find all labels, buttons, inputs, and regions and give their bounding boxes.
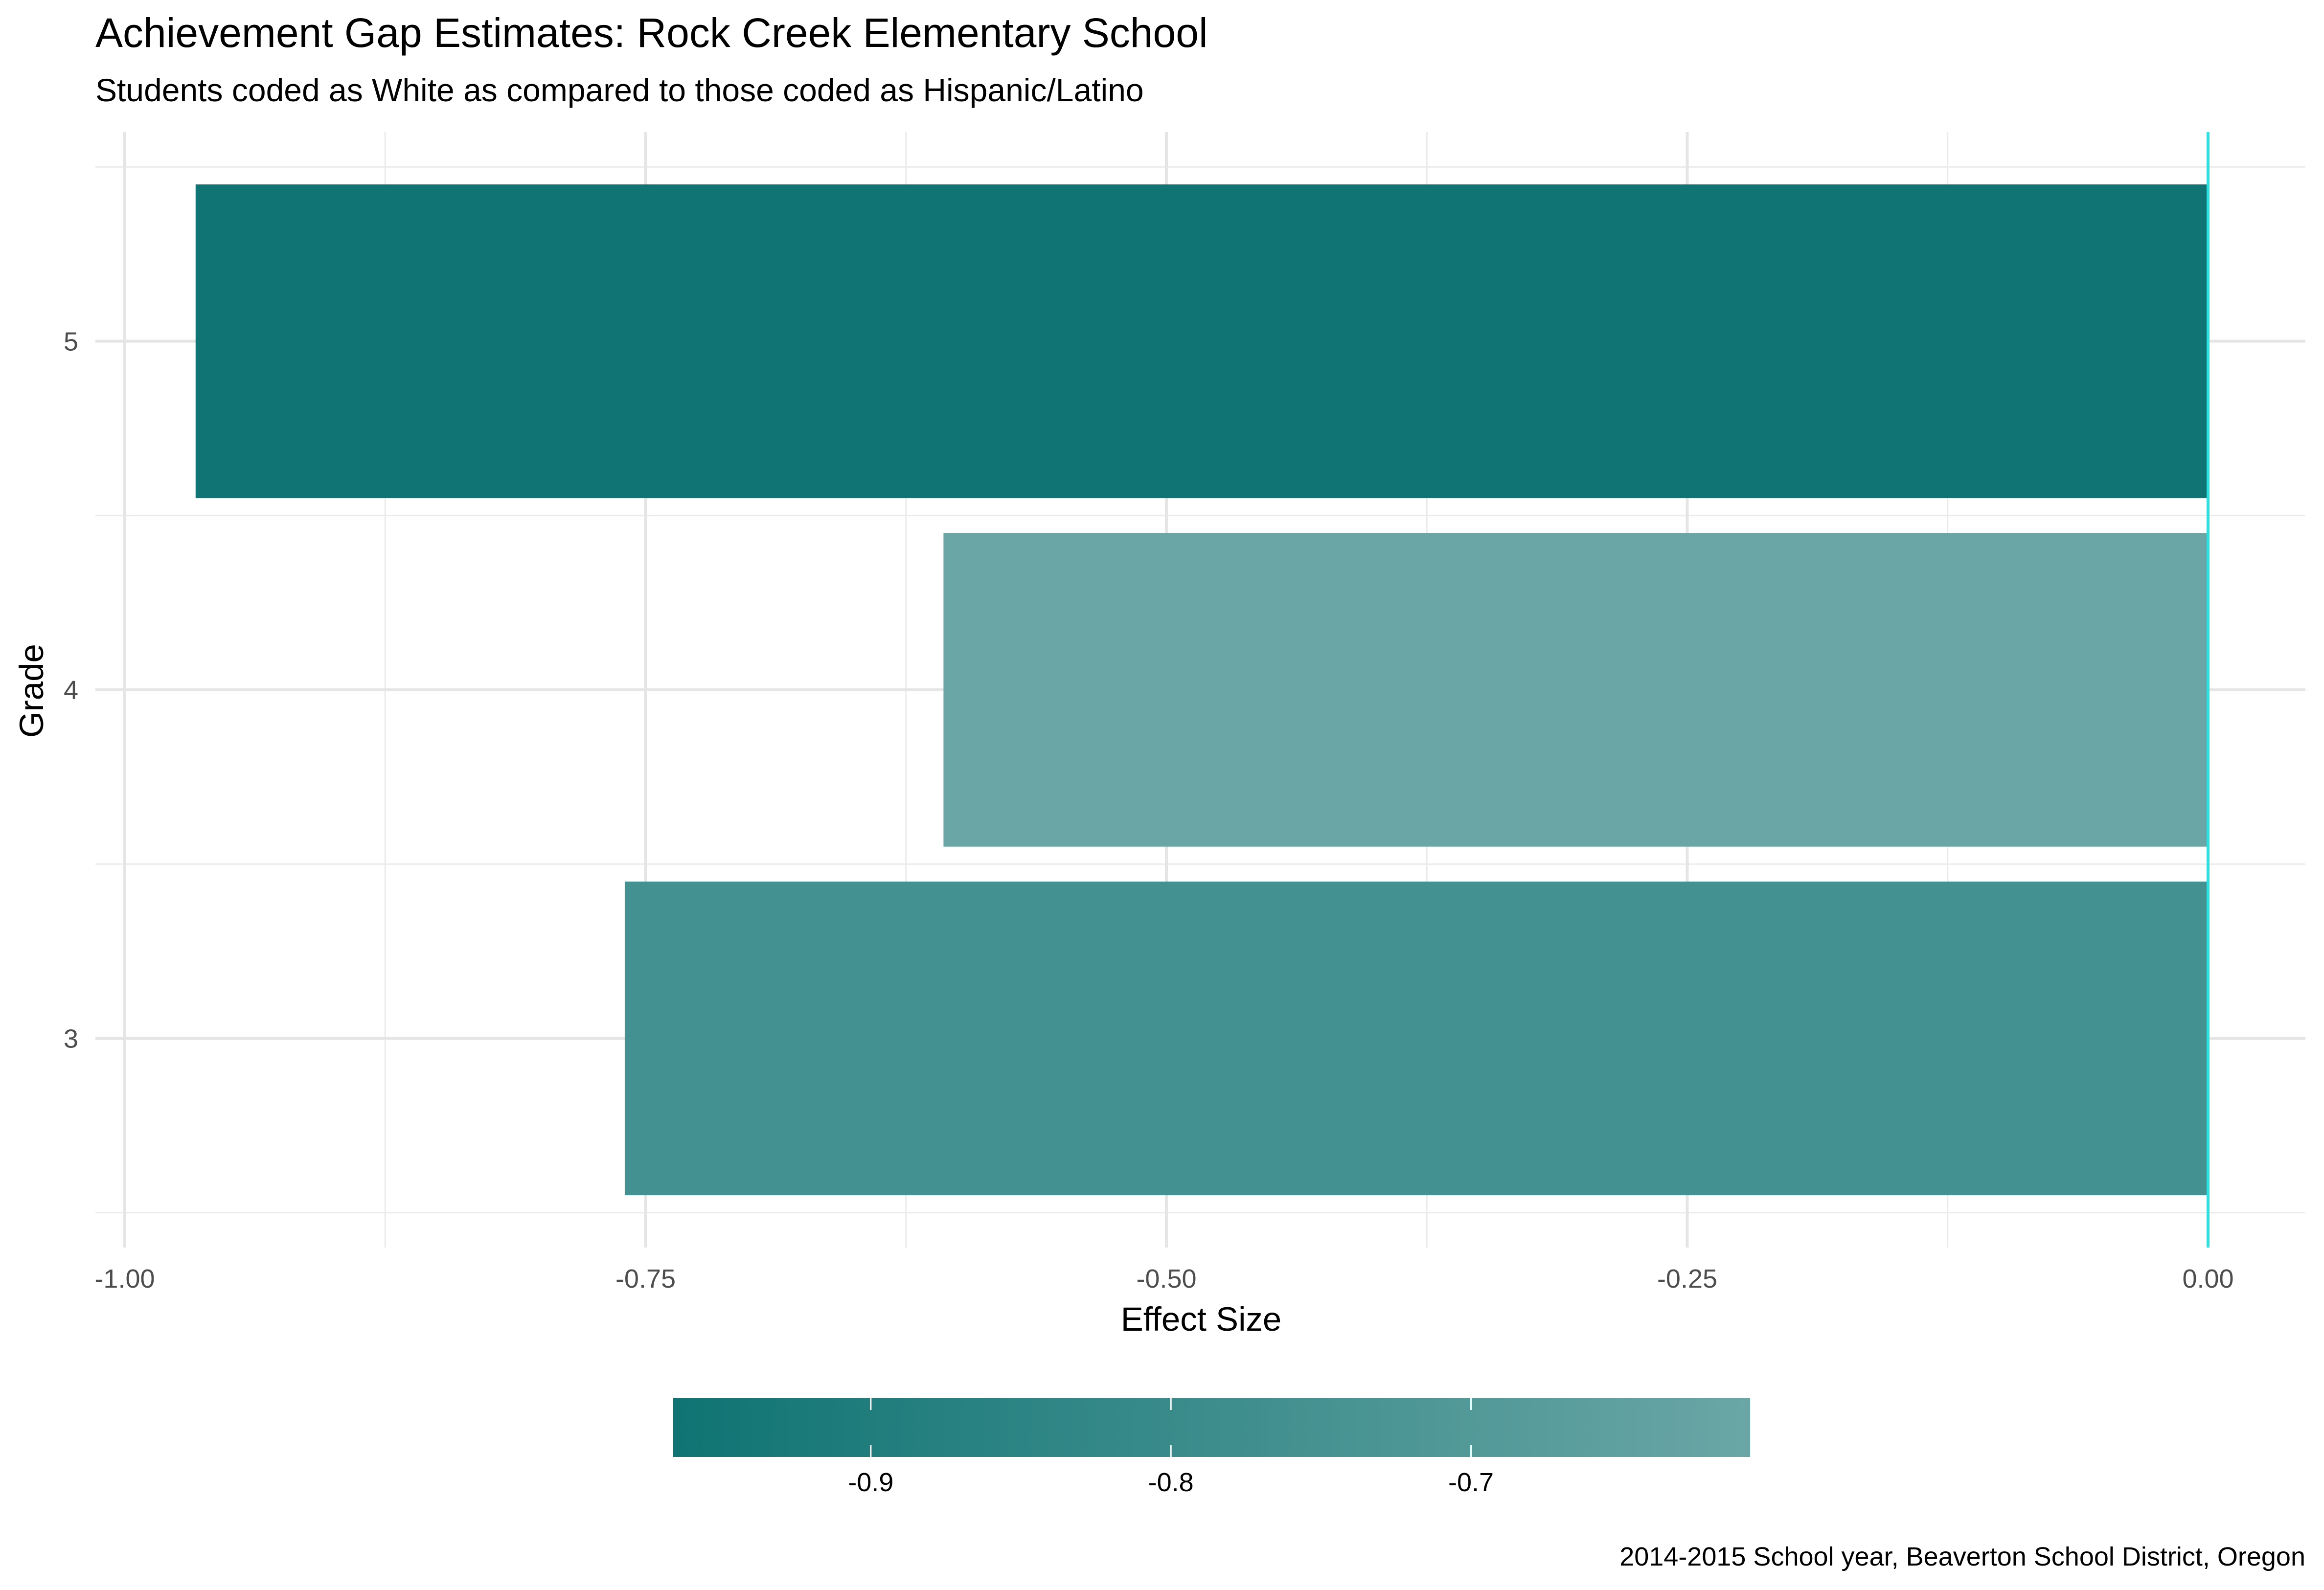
x-tick-label: 0.00 (2182, 1264, 2233, 1294)
y-axis-ticks: 3 4 5 (64, 327, 78, 1054)
x-tick-label: -0.25 (1657, 1264, 1717, 1294)
y-tick-label: 4 (64, 676, 78, 705)
colorbar-tick-label: -0.7 (1448, 1468, 1494, 1497)
y-tick-label: 3 (64, 1024, 78, 1054)
y-axis-title: Grade (13, 644, 50, 738)
x-tick-label: -0.75 (615, 1264, 676, 1294)
bar-grade-5 (195, 184, 2209, 499)
x-axis-title: Effect Size (1121, 1300, 1282, 1338)
colorbar-tick-label: -0.8 (1148, 1468, 1194, 1497)
bars (195, 184, 2209, 1196)
colorbar-ticks: -0.9 -0.8 -0.7 (848, 1398, 1494, 1497)
colorbar-legend (673, 1398, 1750, 1457)
x-tick-label: -0.50 (1136, 1264, 1196, 1294)
bar-grade-4 (943, 533, 2208, 847)
chart-title: Achievement Gap Estimates: Rock Creek El… (95, 10, 1208, 56)
bar-grade-3 (624, 881, 2209, 1196)
chart-subtitle: Students coded as White as compared to t… (95, 72, 1144, 108)
chart-caption: 2014-2015 School year, Beaverton School … (1619, 1542, 2305, 1571)
y-tick-label: 5 (64, 327, 78, 357)
x-tick-label: -1.00 (94, 1264, 155, 1294)
colorbar-tick-label: -0.9 (848, 1468, 893, 1497)
x-axis-ticks: -1.00 -0.75 -0.50 -0.25 0.00 (94, 1264, 2233, 1294)
